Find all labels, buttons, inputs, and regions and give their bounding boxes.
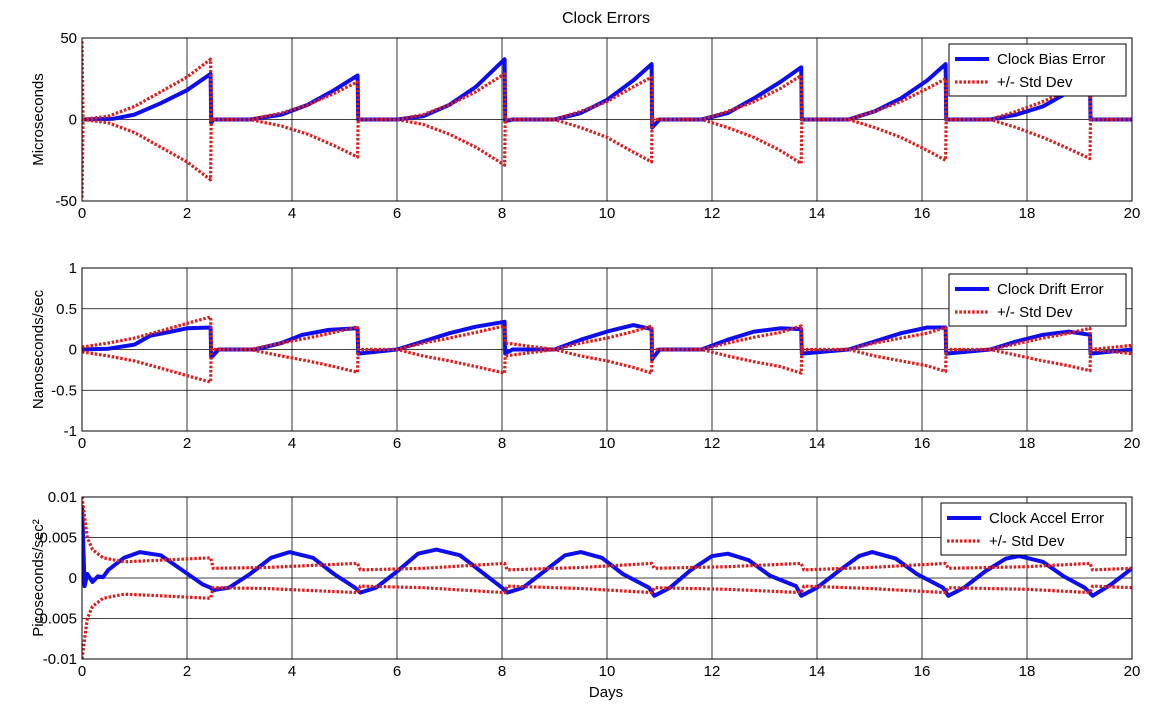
x-tick-label: 20 — [1124, 663, 1141, 680]
series-line-lower-std-dev — [82, 584, 1132, 659]
x-axis-label-days: Days — [589, 684, 623, 701]
x-tick-label: 0 — [78, 205, 86, 222]
figure-title: Clock Errors — [562, 10, 650, 27]
y-tick-label: -0.01 — [43, 651, 77, 668]
x-tick-label: 14 — [809, 205, 826, 222]
x-tick-label: 8 — [498, 663, 506, 680]
x-tick-label: 12 — [704, 205, 721, 222]
y-tick-label: -0.5 — [51, 382, 77, 399]
series-line-lower-std-dev — [82, 117, 1132, 198]
y-tick-label: -1 — [64, 423, 77, 440]
series-group — [82, 315, 1132, 384]
legend-label: +/- Std Dev — [989, 533, 1065, 550]
y-tick-label: -0.005 — [34, 611, 77, 628]
legend-label: Clock Drift Error — [997, 281, 1104, 298]
legend-label: Clock Accel Error — [989, 510, 1104, 527]
x-tick-label: 20 — [1124, 435, 1141, 452]
x-tick-label: 16 — [914, 435, 931, 452]
legend: Clock Bias Error +/- Std Dev — [948, 43, 1127, 97]
legend-box — [948, 43, 1127, 97]
x-tick-label: 6 — [393, 205, 401, 222]
axes-box — [81, 37, 1133, 202]
y-tick-label: 1 — [69, 260, 77, 277]
x-tick-label: 10 — [599, 435, 616, 452]
x-tick-label: 2 — [183, 435, 191, 452]
y-axis-label: Microseconds — [30, 73, 47, 166]
y-tick-label: 0 — [69, 342, 77, 359]
legend-label: +/- Std Dev — [997, 74, 1073, 91]
y-tick-label: 0.01 — [48, 489, 77, 506]
axes-box — [81, 267, 1133, 432]
x-tick-label: 14 — [809, 435, 826, 452]
series-group — [82, 41, 1132, 198]
x-tick-label: 18 — [1019, 205, 1036, 222]
y-axis-label: Picoseconds/sec² — [30, 519, 47, 637]
x-tick-label: 12 — [704, 435, 721, 452]
x-tick-label: 0 — [78, 663, 86, 680]
y-tick-label: 0.005 — [39, 530, 77, 547]
x-tick-label: 8 — [498, 435, 506, 452]
x-tick-label: 14 — [809, 663, 826, 680]
legend-label: Clock Bias Error — [997, 51, 1105, 68]
series-line-lower-std-dev — [82, 347, 1132, 384]
legend-box — [948, 273, 1127, 327]
x-tick-label: 2 — [183, 205, 191, 222]
panel-1: 0 2 4 6 8 10 12 14 16 18 20-50050MicrosecondsClock… — [30, 30, 1140, 222]
x-tick-label: 10 — [599, 205, 616, 222]
legend-box — [940, 502, 1127, 556]
x-tick-label: 6 — [393, 435, 401, 452]
x-tick-label: 16 — [914, 663, 931, 680]
legend-label: +/- Std Dev — [997, 304, 1073, 321]
series-line-upper-std-dev — [82, 315, 1132, 352]
series-line-clock-accel-error — [82, 505, 1132, 598]
x-tick-label: 4 — [288, 205, 296, 222]
x-tick-label: 4 — [288, 435, 296, 452]
legend: Clock Accel Error +/- Std Dev — [940, 502, 1127, 556]
x-tick-label: 12 — [704, 663, 721, 680]
x-tick-label: 18 — [1019, 435, 1036, 452]
axes-box — [81, 496, 1133, 660]
y-tick-label: 0 — [69, 112, 77, 129]
panel-3: 0 2 4 6 8 10 12 14 16 18 20 -0.01 -0.005 0 0.005 0.01Pi… — [30, 489, 1140, 680]
x-tick-label: 18 — [1019, 663, 1036, 680]
series-line-upper-std-dev — [82, 497, 1132, 572]
series-group — [82, 497, 1132, 659]
x-tick-label: 20 — [1124, 205, 1141, 222]
x-tick-label: 0 — [78, 435, 86, 452]
x-tick-label: 10 — [599, 663, 616, 680]
x-tick-label: 2 — [183, 663, 191, 680]
x-tick-label: 8 — [498, 205, 506, 222]
y-tick-label: 0 — [69, 570, 77, 587]
legend: Clock Drift Error +/- Std Dev — [948, 273, 1127, 327]
y-axis-label: Nanoseconds/sec — [30, 289, 47, 409]
x-tick-label: 4 — [288, 663, 296, 680]
y-tick-label: 0.5 — [56, 301, 77, 318]
panel-2: 0 2 4 6 8 10 12 14 16 18 20 -1 -0.5 0 0.5 1 Nanoseconds/… — [30, 260, 1140, 452]
y-tick-label: -50 — [55, 193, 77, 210]
x-tick-label: 6 — [393, 663, 401, 680]
x-tick-label: 16 — [914, 205, 931, 222]
y-tick-label: 50 — [60, 30, 77, 47]
